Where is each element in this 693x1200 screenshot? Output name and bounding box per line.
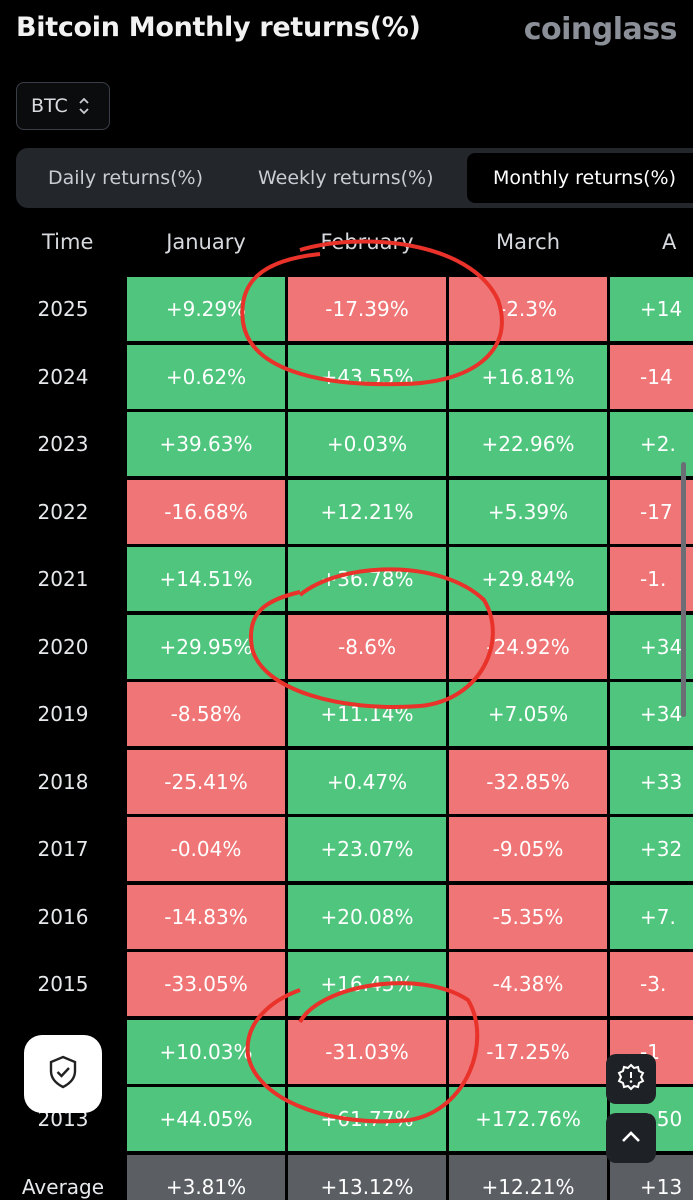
table-cell: +3.81%: [127, 1154, 285, 1200]
table-cell: +10.03%: [127, 1019, 285, 1084]
table-cell: +36.78%: [288, 547, 446, 611]
table-cell: +14: [610, 277, 693, 341]
table-cell: -9.05%: [449, 817, 607, 881]
tab-daily[interactable]: Daily returns(%): [48, 167, 203, 189]
table-cell: +29.84%: [449, 547, 607, 611]
table-cell: +12.21%: [449, 1154, 607, 1200]
row-label: 2019: [37, 702, 89, 726]
table-cell: +0.03%: [288, 412, 446, 476]
table-cell: +32: [610, 817, 693, 881]
table-cell: -8.6%: [288, 614, 446, 679]
row-label: 2015: [37, 972, 89, 996]
table-cell: +29.95%: [127, 614, 285, 679]
column-header-time: Time: [42, 230, 94, 254]
table-cell: +44.05%: [127, 1087, 285, 1151]
shield-check-icon: [48, 1055, 78, 1093]
table-cell: +20.08%: [288, 884, 446, 949]
column-header-february: February: [320, 230, 414, 254]
table-cell: -17.39%: [288, 277, 446, 341]
table-cell: +2.: [610, 412, 693, 476]
table-cell: -31.03%: [288, 1019, 446, 1084]
table-cell: +61.77%: [288, 1087, 446, 1151]
table-cell: -4.38%: [449, 952, 607, 1016]
table-cell: +33: [610, 749, 693, 814]
table-cell: -32.85%: [449, 749, 607, 814]
table-cell: +23.07%: [288, 817, 446, 881]
table-cell: -33.05%: [127, 952, 285, 1016]
page-title: Bitcoin Monthly returns(%): [16, 12, 421, 43]
table-cell: +13.12%: [288, 1154, 446, 1200]
table-cell: -8.58%: [127, 682, 285, 746]
returns-table: Time January February March A 2025 +9.29%…: [0, 224, 693, 1200]
table-cell: +9.29%: [127, 277, 285, 341]
table-cell: +14.51%: [127, 547, 285, 611]
table-cell: +11.14%: [288, 682, 446, 746]
row-label: Average: [21, 1174, 105, 1199]
tab-weekly[interactable]: Weekly returns(%): [258, 167, 434, 189]
brand-logo: coinglass: [523, 12, 678, 47]
table-cell: +7.05%: [449, 682, 607, 746]
table-cell: +16.43%: [288, 952, 446, 1016]
column-header-april: A: [662, 230, 677, 254]
tab-monthly[interactable]: Monthly returns(%): [467, 153, 693, 203]
table-cell: +16.81%: [449, 344, 607, 409]
scroll-top-button[interactable]: [606, 1113, 656, 1163]
returns-tabs: Daily returns(%) Weekly returns(%) Month…: [16, 148, 693, 208]
chevron-up-icon: [620, 1129, 642, 1148]
shield-button[interactable]: [24, 1035, 102, 1113]
chevron-updown-icon: [78, 95, 90, 117]
table-cell: +0.62%: [127, 344, 285, 409]
row-label: 2016: [37, 904, 89, 929]
row-label: 2017: [37, 837, 89, 861]
table-cell: +7.: [610, 884, 693, 949]
row-label: 2025: [37, 297, 89, 321]
row-label: 2021: [37, 567, 89, 591]
column-header-january: January: [166, 230, 246, 254]
row-label: 2020: [37, 634, 89, 659]
table-cell: +172.76%: [449, 1087, 607, 1151]
table-cell: +5.39%: [449, 479, 607, 544]
table-cell: -14.83%: [127, 884, 285, 949]
table-cell: +39.63%: [127, 412, 285, 476]
table-cell: -17.25%: [449, 1019, 607, 1084]
table-cell: +34: [610, 682, 693, 746]
table-cell: -25.41%: [127, 749, 285, 814]
settings-button[interactable]: [606, 1054, 656, 1104]
row-label: 2022: [37, 499, 89, 524]
gear-icon: [617, 1063, 645, 1095]
table-cell: +34: [610, 614, 693, 679]
scrollbar[interactable]: [681, 462, 686, 717]
table-cell: +0.47%: [288, 749, 446, 814]
table-cell: -14: [610, 344, 693, 409]
table-cell: -5.35%: [449, 884, 607, 949]
table-cell: +43.55%: [288, 344, 446, 409]
table-cell: +12.21%: [288, 479, 446, 544]
table-cell: +22.96%: [449, 412, 607, 476]
table-cell: -24.92%: [449, 614, 607, 679]
table-cell: -17: [610, 479, 693, 544]
table-cell: -0.04%: [127, 817, 285, 881]
table-cell: -16.68%: [127, 479, 285, 544]
coin-select[interactable]: BTC: [16, 82, 110, 130]
table-cell: -1.: [610, 547, 693, 611]
row-label: 2023: [37, 432, 89, 456]
row-label: 2024: [37, 364, 89, 389]
table-cell: -3.: [610, 952, 693, 1016]
coin-select-value: BTC: [31, 95, 68, 117]
column-header-march: March: [495, 230, 560, 254]
table-cell: -2.3%: [449, 277, 607, 341]
row-label: 2018: [37, 769, 89, 794]
